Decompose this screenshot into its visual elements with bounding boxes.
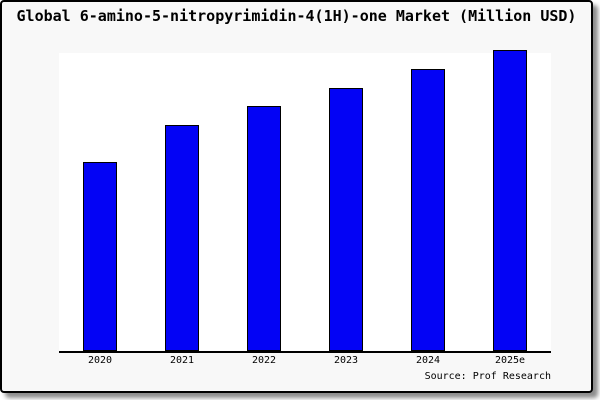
x-axis-labels: 2020 2021 2022 2023 2024 2025e bbox=[59, 354, 551, 368]
bar-2023 bbox=[329, 88, 363, 351]
x-axis-line bbox=[59, 351, 551, 353]
bar-2022 bbox=[247, 106, 281, 351]
bar-2021 bbox=[165, 125, 199, 351]
chart-title: Global 6-amino-5-nitropyrimidin-4(1H)-on… bbox=[16, 7, 577, 25]
source-credit: Source: Prof Research bbox=[424, 371, 551, 382]
x-axis-tick-label: 2025e bbox=[494, 355, 526, 366]
bar-2024 bbox=[411, 69, 445, 351]
x-axis-tick-label: 2022 bbox=[251, 355, 277, 366]
x-axis-tick-label: 2020 bbox=[87, 355, 113, 366]
bar-2025e bbox=[493, 50, 527, 351]
x-axis-tick-label: 2021 bbox=[169, 355, 195, 366]
x-axis-tick-label: 2023 bbox=[333, 355, 359, 366]
plot-area bbox=[59, 50, 551, 351]
bar-2020 bbox=[83, 162, 117, 351]
chart-card: Global 6-amino-5-nitropyrimidin-4(1H)-on… bbox=[0, 0, 593, 393]
x-axis-tick-label: 2024 bbox=[415, 355, 441, 366]
